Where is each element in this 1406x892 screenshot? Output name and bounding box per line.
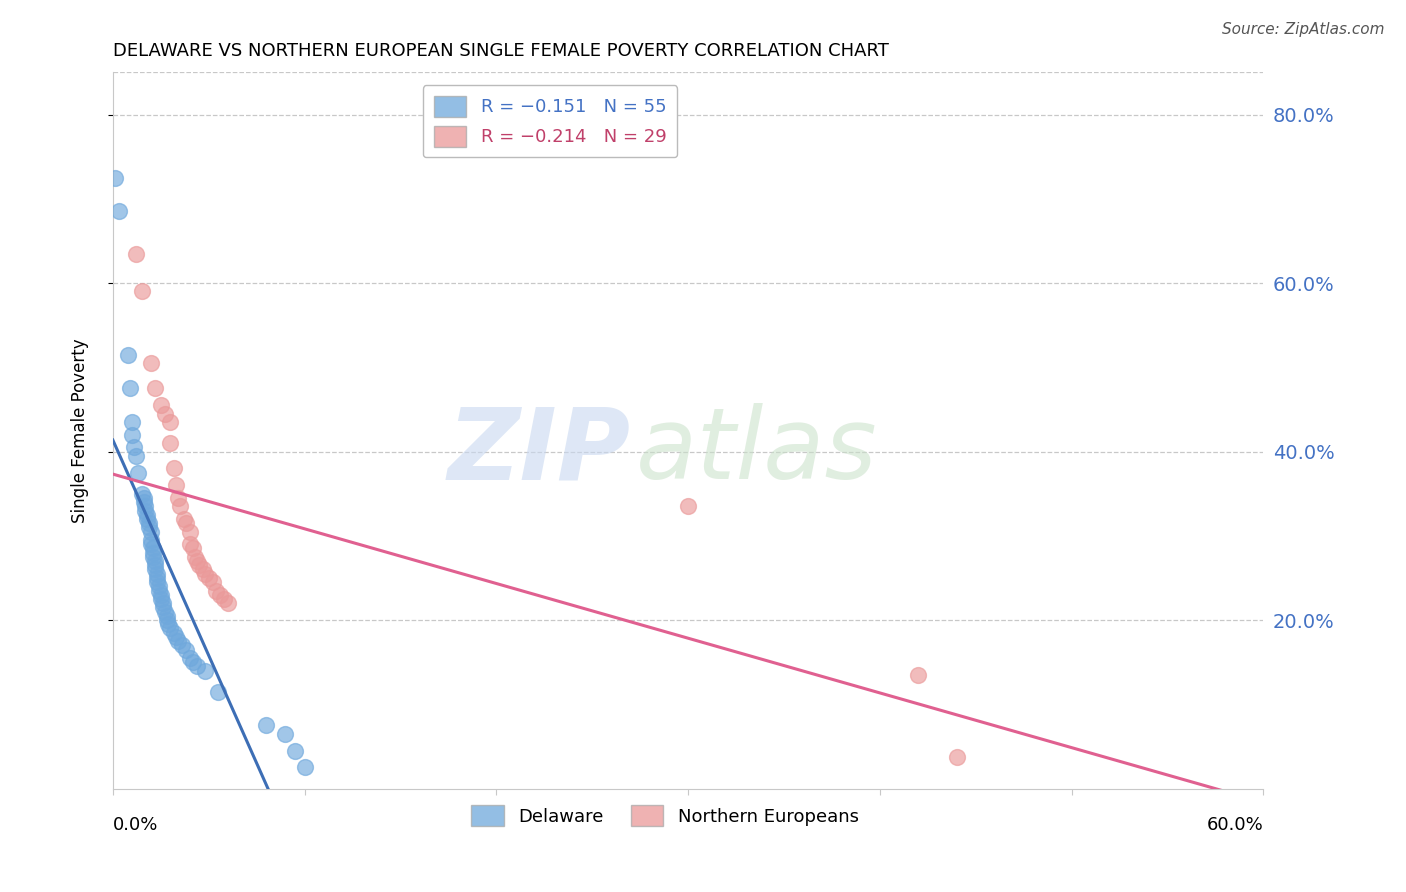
Point <box>165 630 187 644</box>
Point <box>152 600 174 615</box>
Text: Source: ZipAtlas.com: Source: ZipAtlas.com <box>1222 22 1385 37</box>
Point <box>284 744 307 758</box>
Point <box>179 651 201 665</box>
Point <box>120 381 142 395</box>
Y-axis label: Single Female Poverty: Single Female Poverty <box>72 338 89 523</box>
Point <box>149 592 172 607</box>
Point <box>127 466 149 480</box>
Point <box>138 516 160 531</box>
Point <box>143 562 166 576</box>
Point <box>155 608 177 623</box>
Point <box>676 500 699 514</box>
Point <box>907 668 929 682</box>
Point <box>143 381 166 395</box>
Point <box>117 348 139 362</box>
Point <box>146 575 169 590</box>
Point <box>132 491 155 505</box>
Point <box>121 427 143 442</box>
Text: 60.0%: 60.0% <box>1206 815 1263 833</box>
Point <box>174 642 197 657</box>
Point <box>169 500 191 514</box>
Point <box>173 512 195 526</box>
Point <box>194 566 217 581</box>
Point <box>170 638 193 652</box>
Point <box>136 508 159 522</box>
Point <box>134 500 156 514</box>
Point <box>183 655 205 669</box>
Text: 0.0%: 0.0% <box>112 815 159 833</box>
Point <box>104 170 127 185</box>
Point <box>186 659 208 673</box>
Text: atlas: atlas <box>637 403 877 500</box>
Point <box>179 524 201 539</box>
Point <box>143 554 166 568</box>
Point <box>197 571 219 585</box>
Point <box>184 549 207 564</box>
Point <box>174 516 197 531</box>
Point <box>141 356 163 370</box>
Point <box>148 579 170 593</box>
Point <box>132 495 155 509</box>
Point <box>121 415 143 429</box>
Point <box>163 461 186 475</box>
Text: DELAWARE VS NORTHERN EUROPEAN SINGLE FEMALE POVERTY CORRELATION CHART: DELAWARE VS NORTHERN EUROPEAN SINGLE FEM… <box>112 42 889 60</box>
Point <box>207 684 229 698</box>
Point <box>212 592 235 607</box>
Point <box>152 596 174 610</box>
Point <box>294 760 316 774</box>
Point <box>136 512 159 526</box>
Point <box>143 558 166 573</box>
Point <box>274 727 297 741</box>
Point <box>131 486 153 500</box>
Point <box>157 617 180 632</box>
Point <box>201 575 224 590</box>
Point <box>179 537 201 551</box>
Point <box>131 285 153 299</box>
Point <box>149 398 172 412</box>
Point <box>146 566 169 581</box>
Point <box>125 449 148 463</box>
Point <box>205 583 228 598</box>
Point <box>165 478 187 492</box>
Point <box>155 613 177 627</box>
Point <box>159 436 181 450</box>
Point <box>254 718 277 732</box>
Point <box>217 596 239 610</box>
Point <box>194 664 217 678</box>
Point <box>167 634 190 648</box>
Point <box>149 588 172 602</box>
Point <box>153 407 176 421</box>
Point <box>945 749 967 764</box>
Point <box>163 625 186 640</box>
Point <box>125 246 148 260</box>
Point <box>134 503 156 517</box>
Point <box>159 415 181 429</box>
Point <box>142 546 165 560</box>
Point <box>138 520 160 534</box>
Point <box>191 562 214 576</box>
Point <box>141 533 163 547</box>
Point <box>141 524 163 539</box>
Point <box>153 605 176 619</box>
Text: ZIP: ZIP <box>447 403 630 500</box>
Legend: Delaware, Northern Europeans: Delaware, Northern Europeans <box>464 798 866 833</box>
Point <box>183 541 205 556</box>
Point <box>188 558 211 573</box>
Point <box>148 583 170 598</box>
Point <box>122 440 145 454</box>
Point <box>146 571 169 585</box>
Point <box>142 541 165 556</box>
Point <box>142 549 165 564</box>
Point <box>107 204 129 219</box>
Point <box>209 588 232 602</box>
Point <box>159 622 181 636</box>
Point <box>167 491 190 505</box>
Point <box>186 554 208 568</box>
Point <box>141 537 163 551</box>
